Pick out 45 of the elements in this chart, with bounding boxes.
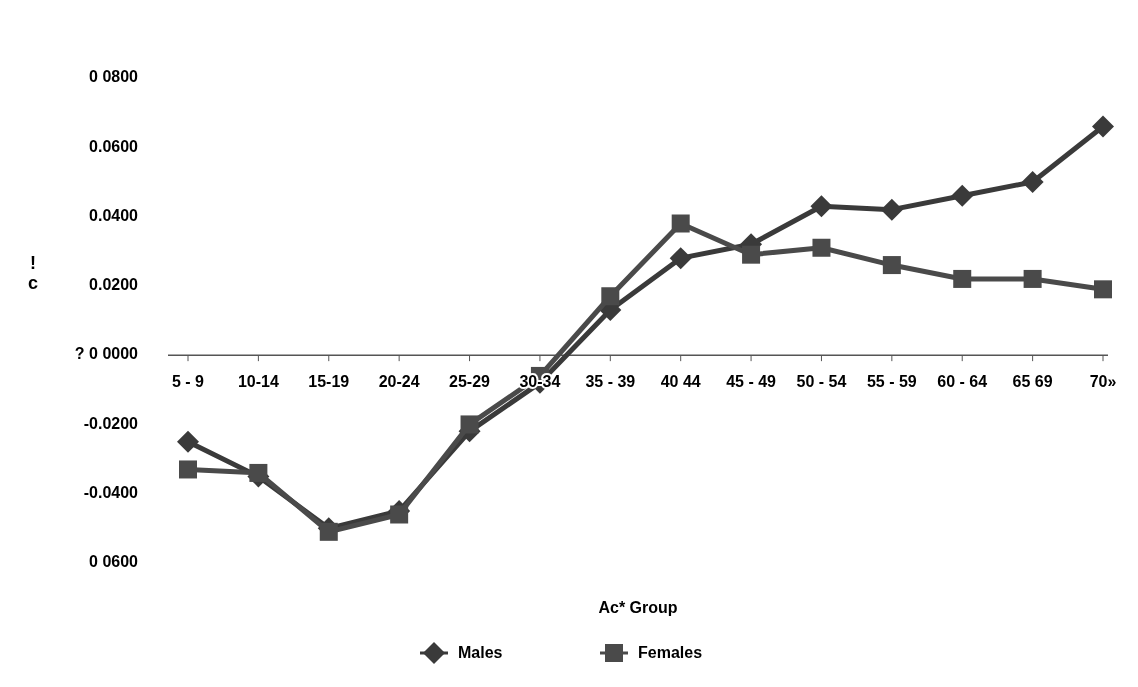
point xyxy=(1023,269,1042,288)
point xyxy=(951,184,974,207)
legend-label: Females xyxy=(638,644,703,661)
x-tick-label: 45 - 49 xyxy=(726,373,777,391)
point xyxy=(810,195,833,218)
x-tick-label: 5 - 9 xyxy=(171,373,205,391)
point xyxy=(669,247,692,270)
x-tick-label: 55 - 59 xyxy=(866,373,917,391)
x-tick-label: 20-24 xyxy=(378,373,420,391)
point xyxy=(671,214,690,233)
x-tick-label: 25-29 xyxy=(449,373,491,391)
point xyxy=(882,256,901,275)
point xyxy=(880,198,903,221)
point xyxy=(319,522,338,541)
point xyxy=(460,415,479,434)
y-tick-label: 0 0600 xyxy=(89,553,139,571)
x-tick-label: 65 69 xyxy=(1012,373,1053,391)
legend-label: Males xyxy=(458,644,503,661)
y-tick-label: -0.0200 xyxy=(83,414,139,432)
point xyxy=(249,463,268,482)
x-tick-label: 10-14 xyxy=(237,373,279,391)
point xyxy=(177,430,199,453)
x-tick-label: 50 - 54 xyxy=(796,373,847,391)
y-tick-label: ? 0 0000 xyxy=(74,345,139,363)
y-tick-label: 0 0800 xyxy=(89,68,139,86)
point xyxy=(1094,280,1112,299)
x-tick-label: 15-19 xyxy=(308,373,350,391)
point xyxy=(1021,170,1044,193)
x-tick-label: 60 - 64 xyxy=(937,373,988,391)
y-tick-label: 0.0600 xyxy=(89,137,139,155)
y-tick-label: -0.0400 xyxy=(83,483,139,501)
y-tick-label: 0.0400 xyxy=(89,206,139,224)
x-tick-label: 70» xyxy=(1089,373,1117,391)
point xyxy=(742,245,761,264)
point xyxy=(601,287,620,306)
x-tick-label: 35 - 39 xyxy=(585,373,636,391)
x-tick-label: 40 44 xyxy=(660,373,701,391)
x-axis-title: Ac* Group xyxy=(598,599,678,616)
y-tick-label: 0.0200 xyxy=(89,276,139,294)
point xyxy=(390,505,409,524)
point xyxy=(953,269,972,288)
point xyxy=(179,460,197,479)
point xyxy=(1092,115,1114,138)
y-axis-title: ! c xyxy=(27,252,39,293)
point xyxy=(812,238,831,257)
